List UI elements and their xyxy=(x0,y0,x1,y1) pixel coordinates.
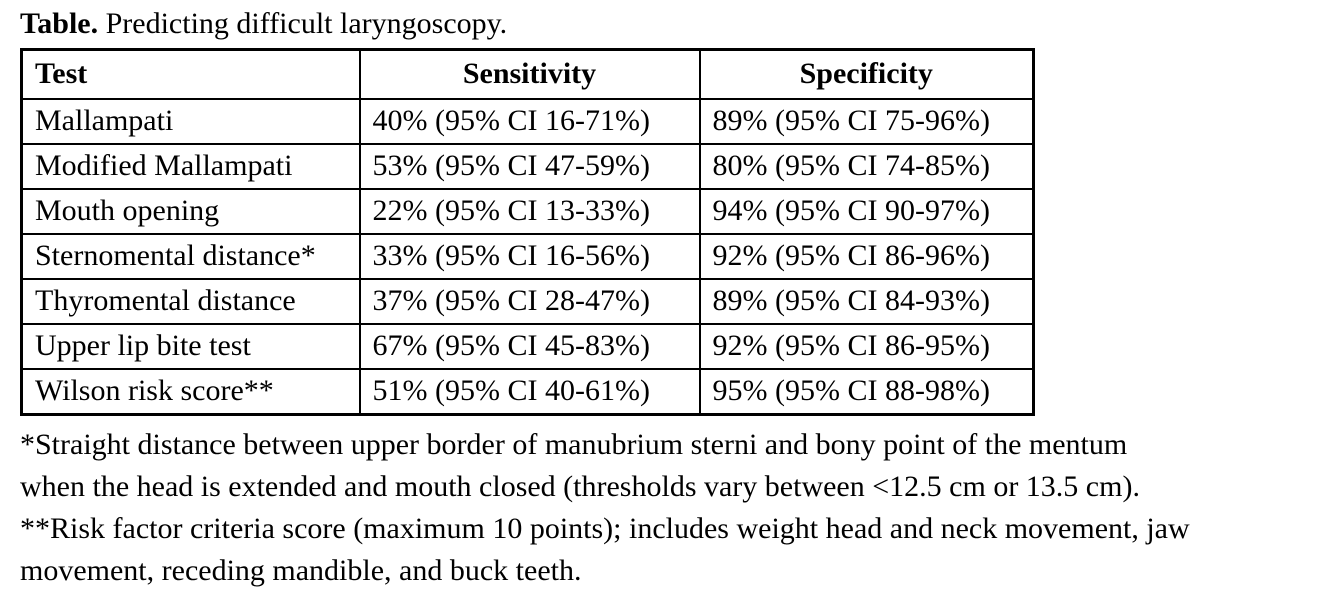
footnote-sternomental: *Straight distance between upper border … xyxy=(20,424,1318,508)
cell-specificity: 95% (95% CI 88-98%) xyxy=(698,368,1035,416)
footnote-wilson: **Risk factor criteria score (maximum 10… xyxy=(20,508,1318,592)
cell-sensitivity: 51% (95% CI 40-61%) xyxy=(358,368,701,416)
cell-specificity: 92% (95% CI 86-96%) xyxy=(698,233,1035,280)
table-header-row: Test Sensitivity Specificity xyxy=(20,48,1035,100)
footnote-line: when the head is extended and mouth clos… xyxy=(20,470,1140,503)
table-row: Modified Mallampati 53% (95% CI 47-59%) 80… xyxy=(20,143,1035,190)
table-row: Sternomental distance* 33% (95% CI 16-56%… xyxy=(20,233,1035,280)
table-row: Upper lip bite test 67% (95% CI 45-83%) 92… xyxy=(20,323,1035,370)
cell-sensitivity: 33% (95% CI 16-56%) xyxy=(358,233,701,280)
cell-test: Mallampati xyxy=(20,98,361,145)
table-row: Mouth opening 22% (95% CI 13-33%) 94% (95%… xyxy=(20,188,1035,235)
table-row: Wilson risk score** 51% (95% CI 40-61%) 95… xyxy=(20,368,1035,416)
table-caption-label: Table. xyxy=(20,7,99,40)
footnote-line: movement, receding mandible, and buck te… xyxy=(20,554,582,587)
cell-specificity: 80% (95% CI 74-85%) xyxy=(698,143,1035,190)
table-row: Thyromental distance 37% (95% CI 28-47%) 8… xyxy=(20,278,1035,325)
cell-test: Sternomental distance* xyxy=(20,233,361,280)
cell-test: Mouth opening xyxy=(20,188,361,235)
cell-sensitivity: 22% (95% CI 13-33%) xyxy=(358,188,701,235)
footnote-line: **Risk factor criteria score (maximum 10… xyxy=(20,512,1190,545)
cell-sensitivity: 53% (95% CI 47-59%) xyxy=(358,143,701,190)
cell-test: Wilson risk score** xyxy=(20,368,361,416)
cell-test: Modified Mallampati xyxy=(20,143,361,190)
footnotes: *Straight distance between upper border … xyxy=(20,424,1318,592)
column-header-sensitivity: Sensitivity xyxy=(358,48,701,100)
cell-specificity: 89% (95% CI 75-96%) xyxy=(698,98,1035,145)
cell-specificity: 89% (95% CI 84-93%) xyxy=(698,278,1035,325)
column-header-test: Test xyxy=(20,48,361,100)
cell-sensitivity: 40% (95% CI 16-71%) xyxy=(358,98,701,145)
cell-test: Thyromental distance xyxy=(20,278,361,325)
cell-sensitivity: 67% (95% CI 45-83%) xyxy=(358,323,701,370)
laryngoscopy-table: Test Sensitivity Specificity Mallampati 4… xyxy=(20,48,1035,416)
table-caption-text: Predicting difficult laryngoscopy. xyxy=(98,7,508,40)
cell-specificity: 92% (95% CI 86-95%) xyxy=(698,323,1035,370)
footnote-line: *Straight distance between upper border … xyxy=(20,428,1128,461)
column-header-specificity: Specificity xyxy=(698,48,1035,100)
cell-test: Upper lip bite test xyxy=(20,323,361,370)
table-caption: Table. Predicting difficult laryngoscopy… xyxy=(20,6,1318,42)
table-row: Mallampati 40% (95% CI 16-71%) 89% (95% CI… xyxy=(20,98,1035,145)
cell-specificity: 94% (95% CI 90-97%) xyxy=(698,188,1035,235)
cell-sensitivity: 37% (95% CI 28-47%) xyxy=(358,278,701,325)
